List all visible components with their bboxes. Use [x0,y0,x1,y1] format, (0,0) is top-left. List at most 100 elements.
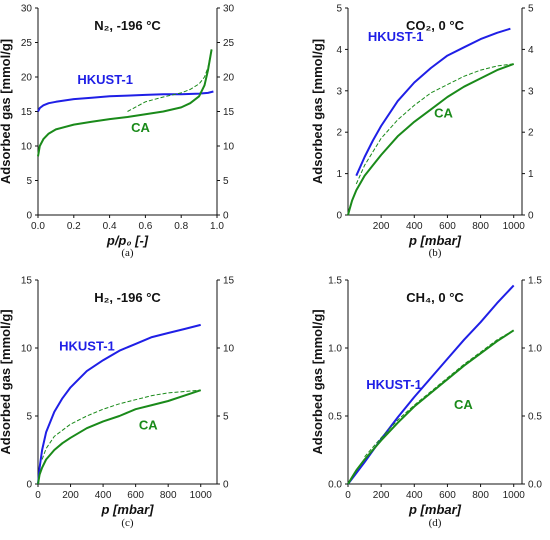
y-tick-label-right: 4 [528,45,534,56]
y-tick-label-right: 5 [223,176,229,187]
panel-caption: (d) [429,517,442,529]
y-tick-label-left: 1.0 [328,344,342,355]
y-tick-label-left: 5 [336,4,342,15]
x-axis-label: p [mbar] [101,502,155,517]
y-tick-label-left: 1 [336,169,342,180]
y-tick-label-right: 5 [528,4,534,15]
panel-caption: (a) [121,247,134,259]
x-axis-label: p [mbar] [408,502,462,517]
series-line-hkust-1 [37,90,214,112]
x-tick-label: 200 [373,490,390,501]
x-axis-label: p [mbar] [408,233,462,248]
y-tick-label-right: 15 [223,276,235,287]
chart-title: CO₂, 0 °C [406,18,465,33]
y-tick-label-right: 0 [528,211,534,222]
series-line-ca [347,62,515,216]
y-axis-label: Adsorbed gas [mmol/g] [310,39,325,184]
x-tick-label: 1000 [190,490,213,501]
x-tick-label: 400 [406,490,423,501]
y-tick-label-right: 15 [223,107,235,118]
series-line-ca [347,329,515,485]
x-tick-label: 1000 [503,490,526,501]
y-tick-label-left: 0.0 [328,480,342,491]
y-axis-label: Adsorbed gas [mmol/g] [0,39,13,184]
y-tick-label-left: 5 [26,176,32,187]
y-tick-label-right: 5 [223,412,229,423]
x-tick-label: 800 [472,221,489,232]
y-tick-label-left: 3 [336,86,342,97]
series-label-hkust-1: HKUST-1 [368,29,424,44]
y-tick-label-right: 10 [223,344,235,355]
x-tick-label: 0.6 [138,221,152,232]
x-tick-label: 0.2 [67,221,81,232]
y-tick-label-left: 0.5 [328,412,342,423]
series-line-hkust-1 [355,27,511,177]
y-axis-label: Adsorbed gas [mmol/g] [0,309,13,454]
chart-title: H₂, -196 °C [94,290,161,305]
y-tick-label-left: 4 [336,45,342,56]
series-label-hkust-1: HKUST-1 [59,339,115,354]
series-line-hkust-1 [347,284,515,485]
panel-caption: (b) [429,247,442,259]
y-tick-label-left: 2 [336,128,342,139]
y-tick-label-right: 0 [223,211,229,222]
series-line-ca-desorption [41,389,201,460]
series-label-ca: CA [454,397,473,412]
y-tick-label-left: 0 [336,211,342,222]
chart-title: N₂, -196 °C [94,18,161,33]
y-tick-label-right: 25 [223,38,235,49]
y-tick-label-left: 10 [21,344,33,355]
series-line-ca-desorption [127,49,213,112]
y-tick-label-right: 0.0 [528,480,542,491]
chart-panel-1: 0 0 5 5 10 10 15 15 20 20 25 25 30 30 0.0 0.2 0.4 0.6 0.8 1… [0,4,235,260]
y-tick-label-right: 10 [223,142,235,153]
chart-panel-4: 0.0 0.0 0.5 0.5 1.0 1.0 1.5 1.5 0 200 400 600 800 100… [310,276,542,530]
chart-panel-2: 0 0 1 1 2 2 3 3 4 4 5 5 200 400 600 800 1000 Adsorbed gas… [310,4,534,260]
x-tick-label: 0.0 [31,221,45,232]
x-tick-label: 0 [345,490,351,501]
y-tick-label-left: 15 [21,107,33,118]
y-tick-label-right: 1.5 [528,276,542,287]
x-tick-label: 0.4 [103,221,117,232]
x-tick-label: 800 [160,490,177,501]
y-tick-label-left: 10 [21,142,33,153]
y-tick-label-right: 0.5 [528,412,542,423]
y-tick-label-right: 20 [223,73,235,84]
x-tick-label: 400 [95,490,112,501]
chart-title: CH₄, 0 °C [406,290,464,305]
x-tick-label: 600 [439,221,456,232]
x-tick-label: 200 [373,221,390,232]
x-tick-label: 1.0 [210,221,224,232]
y-tick-label-left: 0 [26,211,32,222]
series-line-hkust-1 [37,323,201,485]
y-tick-label-right: 30 [223,4,235,15]
series-label-ca: CA [131,120,150,135]
y-tick-label-left: 0 [26,480,32,491]
x-tick-label: 1000 [503,221,526,232]
x-tick-label: 600 [127,490,144,501]
y-tick-label-left: 30 [21,4,33,15]
y-tick-label-right: 1.0 [528,344,542,355]
x-tick-label: 200 [62,490,79,501]
y-tick-label-right: 2 [528,128,534,139]
y-tick-label-left: 15 [21,276,33,287]
y-tick-label-left: 20 [21,73,33,84]
series-label-hkust-1: HKUST-1 [77,72,133,87]
y-tick-label-left: 5 [26,412,32,423]
y-tick-label-right: 0 [223,480,229,491]
x-tick-label: 800 [472,490,489,501]
series-line-ca-desorption [364,329,514,458]
series-line-ca [37,389,202,485]
panel-caption: (c) [121,517,134,529]
series-label-ca: CA [434,106,453,121]
x-tick-label: 0.8 [174,221,188,232]
x-axis-label: p/p₀ [-] [106,233,149,248]
x-tick-label: 400 [406,221,423,232]
y-axis-label: Adsorbed gas [mmol/g] [310,309,325,454]
y-tick-label-right: 1 [528,169,534,180]
series-line-ca-desorption [355,63,514,185]
x-tick-label: 0 [35,490,41,501]
y-tick-label-right: 3 [528,86,534,97]
